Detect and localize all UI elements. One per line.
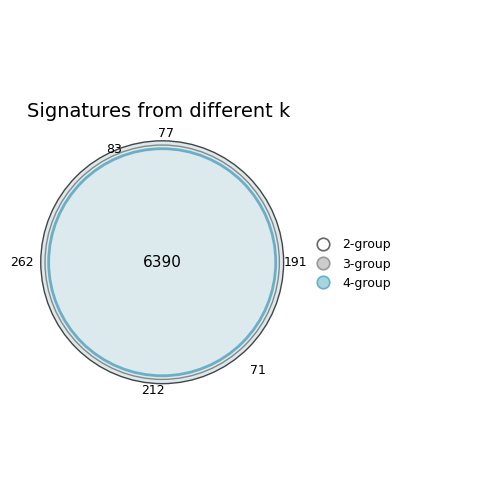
Circle shape <box>45 145 279 380</box>
Text: 83: 83 <box>106 144 122 156</box>
Text: 212: 212 <box>141 384 164 397</box>
Text: 77: 77 <box>158 127 174 140</box>
Text: 262: 262 <box>10 256 33 269</box>
Legend: 2-group, 3-group, 4-group: 2-group, 3-group, 4-group <box>305 232 397 296</box>
Circle shape <box>49 149 276 376</box>
Text: 71: 71 <box>249 364 266 377</box>
Text: 6390: 6390 <box>143 255 181 270</box>
Circle shape <box>41 141 284 384</box>
Text: 191: 191 <box>284 256 307 269</box>
Title: Signatures from different k: Signatures from different k <box>27 102 290 121</box>
